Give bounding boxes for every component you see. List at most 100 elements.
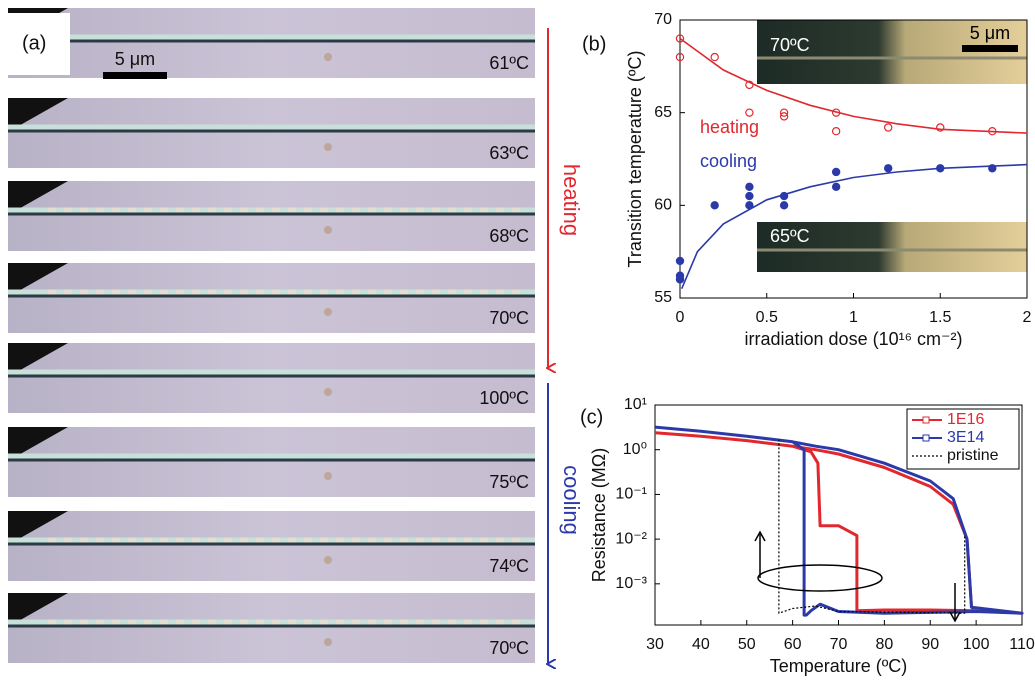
particle: [324, 53, 332, 61]
domain: [496, 289, 504, 295]
temperature-label: 61ºC: [489, 53, 529, 73]
domain: [384, 289, 392, 295]
wire: [8, 129, 535, 133]
domain: [128, 619, 136, 625]
x-tick-label: 80: [875, 636, 893, 653]
micrograph: [8, 427, 535, 497]
electrode: [8, 343, 68, 377]
particle: [324, 472, 332, 480]
heating-label: heating: [559, 164, 584, 236]
domain: [96, 289, 104, 295]
panel-b: 0 0.5 1 1.5 2 55 60 65 70 (b) irradiation dose (10…: [582, 11, 1032, 349]
inset-scale-label: 5 μm: [970, 23, 1010, 43]
domain: [448, 619, 456, 625]
legend-marker: [922, 416, 930, 424]
temperature-label: 68ºC: [489, 226, 529, 246]
y-axis-label: Resistance (MΩ): [589, 448, 609, 582]
y-tick-label: 70: [654, 11, 672, 28]
wire: [8, 294, 535, 298]
domain: [240, 619, 248, 625]
temperature-label: 75ºC: [489, 472, 529, 492]
domain: [96, 537, 104, 543]
temperature-label: 70ºC: [489, 638, 529, 658]
wire-highlight: [8, 124, 535, 130]
annotation: cooling: [700, 151, 757, 171]
y-tick-label: 65: [654, 104, 672, 121]
wire-highlight: [8, 619, 535, 625]
panel-a: 61ºC 63ºC 68ºC 70ºC 100ºC 75ºC 74ºC 70ºC (a) 5 μm…: [0, 8, 584, 664]
domain: [192, 537, 200, 543]
legend-label: 3E14: [947, 429, 984, 446]
domain: [336, 207, 344, 213]
domain: [160, 289, 168, 295]
x-tick-label: 0: [676, 309, 685, 326]
domain: [128, 537, 136, 543]
domain: [208, 289, 216, 295]
domain: [448, 537, 456, 543]
domain: [112, 537, 120, 543]
particle: [324, 226, 332, 234]
domain: [160, 207, 168, 213]
wire-highlight: [8, 369, 535, 375]
domain: [48, 619, 56, 625]
domain: [272, 207, 280, 213]
micrograph: [8, 593, 535, 663]
x-axis-label: irradiation dose (10¹⁶ cm⁻²): [745, 329, 963, 349]
domain: [80, 289, 88, 295]
domain: [320, 619, 328, 625]
domain: [160, 537, 168, 543]
domain: [432, 537, 440, 543]
domain: [128, 289, 136, 295]
domain: [288, 619, 296, 625]
data-point: [936, 164, 945, 173]
domain: [176, 537, 184, 543]
domain: [336, 537, 344, 543]
domain: [384, 537, 392, 543]
domain: [496, 619, 504, 625]
wire: [8, 374, 535, 378]
x-tick-label: 90: [921, 636, 939, 653]
annotation: heating: [700, 117, 759, 137]
micrograph: [8, 511, 535, 581]
domain: [320, 289, 328, 295]
domain: [240, 537, 248, 543]
domain: [48, 537, 56, 543]
domain: [496, 207, 504, 213]
data-point: [675, 52, 685, 62]
domain: [352, 537, 360, 543]
domain: [256, 207, 264, 213]
x-tick-label: 1.5: [929, 309, 951, 326]
domain: [256, 619, 264, 625]
legend-label: 1E16: [947, 411, 984, 428]
domain: [240, 207, 248, 213]
domain: [176, 207, 184, 213]
domain: [256, 289, 264, 295]
micrograph: [8, 343, 535, 413]
x-tick-label: 50: [738, 636, 756, 653]
domain: [272, 289, 280, 295]
temperature-label: 74ºC: [489, 556, 529, 576]
wire-highlight: [8, 289, 535, 295]
particle: [324, 638, 332, 646]
fit-curve: [680, 163, 1028, 290]
y-tick-label: 10⁻¹: [615, 486, 647, 503]
domain: [416, 537, 424, 543]
domain: [48, 207, 56, 213]
domain: [160, 619, 168, 625]
x-tick-label: 110: [1009, 636, 1035, 653]
domain: [480, 207, 488, 213]
data-point: [675, 256, 685, 266]
electrode: [8, 427, 68, 461]
domain: [96, 619, 104, 625]
domain: [464, 619, 472, 625]
x-tick-label: 100: [963, 636, 990, 653]
x-tick-label: 70: [830, 636, 848, 653]
panel-label: (c): [580, 406, 603, 428]
data-point: [745, 191, 754, 201]
panel-label: (b): [582, 33, 606, 55]
x-tick-label: 1: [849, 309, 858, 326]
y-axis-label: Transition temperature (ºC): [625, 51, 645, 268]
domain: [128, 207, 136, 213]
